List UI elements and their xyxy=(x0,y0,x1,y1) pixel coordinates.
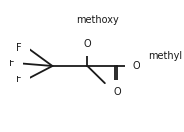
Text: O: O xyxy=(113,87,121,97)
Text: F: F xyxy=(16,74,22,84)
Text: methoxy: methoxy xyxy=(76,15,118,25)
Text: F: F xyxy=(16,43,22,53)
Text: O: O xyxy=(132,61,140,71)
Text: F: F xyxy=(9,58,15,68)
Text: methyl: methyl xyxy=(148,51,182,61)
Text: O: O xyxy=(84,39,91,49)
